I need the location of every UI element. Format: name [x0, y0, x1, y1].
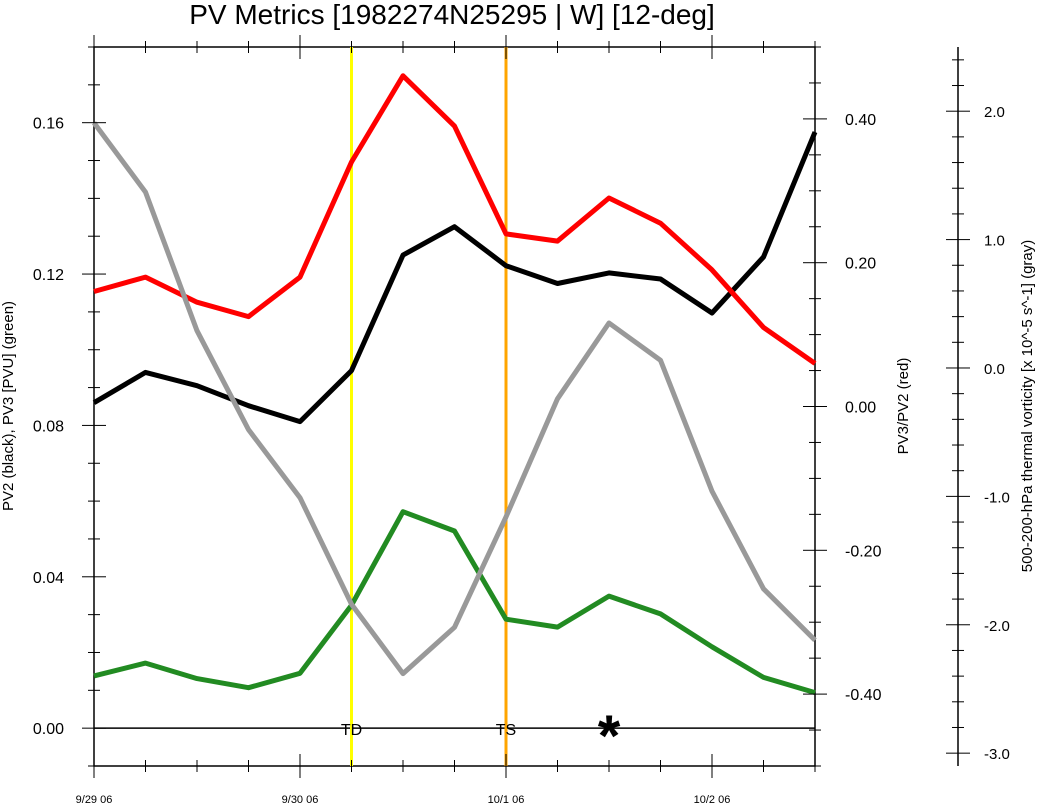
far-right-tick-label: 0.0: [984, 361, 1005, 378]
series-line-left-0: [92, 131, 818, 425]
left-tick-label: 0.16: [33, 116, 64, 133]
chart-title: PV Metrics [1982274N25295 | W] [12-deg]: [189, 0, 715, 30]
series-layer: [91, 73, 818, 695]
series-line-right-2: [93, 73, 817, 366]
right-tick-label: -0.20: [845, 543, 882, 560]
far-right-tick-label: 2.0: [984, 104, 1005, 121]
x-tick-label: 9/29 06: [76, 794, 113, 805]
far-right-tick-label: -1.0: [984, 489, 1010, 506]
left-axis-label: PV2 (black), PV3 [PVU] (green): [0, 301, 17, 511]
far-right-axis-label: 500-200-hPa thermal vorticity [x 10^-5 s…: [1019, 240, 1036, 573]
annotation-layer: *: [598, 704, 621, 769]
left-tick-label: 0.12: [33, 267, 64, 284]
right-tick-label: 0.40: [845, 112, 876, 129]
right-axis-label: PV3/PV2 (red): [895, 358, 912, 455]
far-right-tick-label: -3.0: [984, 746, 1010, 763]
marker-label-td: TD: [341, 722, 362, 739]
left-tick-label: 0.04: [33, 570, 64, 587]
series-line-left-1: [93, 509, 816, 695]
series-line-far_right-3: [91, 121, 817, 677]
plot-frame: [93, 46, 816, 767]
vertical-markers: TD TS: [341, 47, 516, 766]
far-right-tick-label: -2.0: [984, 618, 1010, 635]
x-tick-label: 10/1 06: [488, 794, 525, 805]
x-tick-label: 9/30 06: [282, 794, 319, 805]
marker-label-ts: TS: [496, 722, 516, 739]
star-annotation: *: [598, 704, 621, 769]
right-tick-label: -0.40: [845, 687, 882, 704]
left-tick-label: 0.00: [33, 721, 64, 738]
tick-label-layer: 9/29 06 9/30 06 10/1 06 10/2 06 0.00 0.04 0.08…: [33, 104, 1010, 805]
x-tick-label: 10/2 06: [694, 794, 731, 805]
tick-layer: [82, 35, 970, 778]
right-tick-label: 0.00: [845, 400, 876, 417]
left-tick-label: 0.08: [33, 418, 64, 435]
far-right-tick-label: 1.0: [984, 233, 1005, 250]
right-tick-label: 0.20: [845, 256, 876, 273]
